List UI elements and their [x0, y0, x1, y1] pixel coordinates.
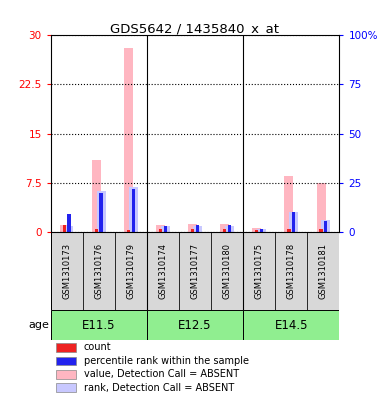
Bar — [196, 225, 199, 232]
Bar — [156, 225, 165, 232]
Text: GSM1310180: GSM1310180 — [223, 243, 232, 299]
Bar — [63, 225, 66, 232]
Bar — [147, 232, 179, 310]
Bar — [225, 226, 234, 232]
Bar — [57, 370, 76, 379]
Bar — [124, 48, 133, 232]
Bar — [252, 228, 261, 232]
Bar — [307, 232, 339, 310]
Bar — [228, 225, 231, 232]
Bar — [257, 229, 266, 232]
Bar — [211, 232, 243, 310]
Bar — [131, 189, 135, 232]
Bar — [147, 310, 243, 340]
Text: GSM1310181: GSM1310181 — [319, 243, 328, 299]
Bar — [83, 232, 115, 310]
Bar — [275, 232, 307, 310]
Text: GSM1310177: GSM1310177 — [190, 243, 200, 299]
Text: GSM1310173: GSM1310173 — [62, 243, 71, 299]
Text: GSM1310175: GSM1310175 — [255, 243, 264, 299]
Bar — [321, 220, 330, 232]
Bar — [292, 212, 295, 232]
Bar — [60, 225, 69, 232]
Bar — [163, 226, 167, 232]
Bar — [95, 229, 98, 232]
Bar — [220, 224, 229, 232]
Text: rank, Detection Call = ABSENT: rank, Detection Call = ABSENT — [84, 383, 234, 393]
Bar — [319, 229, 323, 232]
Bar — [57, 384, 76, 392]
Text: value, Detection Call = ABSENT: value, Detection Call = ABSENT — [84, 369, 239, 379]
Bar — [97, 191, 106, 232]
Bar — [115, 232, 147, 310]
Bar — [64, 226, 73, 232]
Text: count: count — [84, 342, 112, 353]
Text: GSM1310178: GSM1310178 — [287, 243, 296, 299]
Bar — [127, 230, 130, 232]
Bar — [159, 229, 162, 232]
Text: GSM1310176: GSM1310176 — [94, 243, 103, 299]
Text: E14.5: E14.5 — [275, 319, 308, 332]
Text: E12.5: E12.5 — [178, 319, 212, 332]
Bar — [317, 183, 326, 232]
Bar — [255, 230, 259, 232]
Bar — [57, 343, 76, 352]
Bar — [289, 212, 298, 232]
Bar — [57, 357, 76, 365]
Bar — [243, 232, 275, 310]
Text: percentile rank within the sample: percentile rank within the sample — [84, 356, 249, 366]
Bar — [243, 310, 339, 340]
Bar — [129, 187, 138, 232]
Bar — [179, 232, 211, 310]
Bar — [161, 226, 170, 232]
Text: E11.5: E11.5 — [82, 319, 115, 332]
Bar — [260, 229, 263, 232]
Bar — [284, 176, 293, 232]
Bar — [67, 214, 71, 232]
Bar — [51, 310, 147, 340]
Bar — [223, 229, 227, 232]
Bar — [51, 232, 83, 310]
Bar — [287, 229, 291, 232]
Bar — [188, 224, 197, 232]
Bar — [99, 193, 103, 232]
Text: GSM1310174: GSM1310174 — [158, 243, 167, 299]
Text: GDS5642 / 1435840_x_at: GDS5642 / 1435840_x_at — [110, 22, 280, 35]
Bar — [92, 160, 101, 232]
Bar — [193, 226, 202, 232]
Text: age: age — [28, 320, 49, 330]
Bar — [191, 229, 194, 232]
Text: GSM1310179: GSM1310179 — [126, 243, 135, 299]
Bar — [324, 221, 327, 232]
